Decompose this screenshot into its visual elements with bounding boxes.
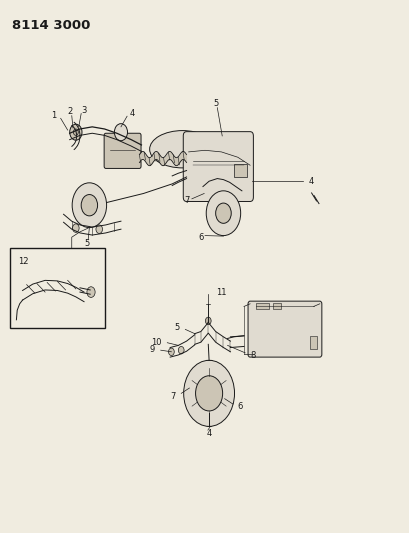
Text: 6: 6 (198, 233, 203, 241)
Text: 1: 1 (51, 111, 56, 120)
Circle shape (178, 346, 184, 354)
Bar (256, 303, 268, 309)
Text: 4: 4 (129, 109, 134, 118)
Text: 9: 9 (149, 345, 155, 354)
Text: 2: 2 (67, 108, 72, 116)
Circle shape (195, 376, 222, 411)
Circle shape (81, 195, 97, 216)
Circle shape (87, 287, 95, 297)
Text: 8: 8 (249, 351, 255, 360)
Text: 12: 12 (18, 257, 28, 266)
Circle shape (70, 124, 82, 140)
Circle shape (96, 225, 102, 233)
Bar (272, 303, 280, 309)
Text: 11: 11 (215, 288, 226, 296)
Circle shape (183, 360, 234, 426)
FancyBboxPatch shape (104, 133, 141, 168)
FancyBboxPatch shape (183, 132, 253, 201)
Text: 5: 5 (213, 99, 218, 108)
Circle shape (168, 348, 174, 356)
Text: 4: 4 (308, 177, 313, 185)
Bar (233, 164, 246, 177)
Text: 7: 7 (170, 392, 175, 400)
Bar (309, 336, 316, 349)
Text: 7: 7 (183, 196, 189, 205)
Circle shape (205, 317, 211, 325)
Ellipse shape (149, 131, 215, 168)
Text: 6: 6 (237, 402, 243, 410)
Text: 4: 4 (206, 430, 211, 438)
Circle shape (206, 191, 240, 236)
Text: 3: 3 (81, 106, 87, 115)
Bar (10, 248, 104, 328)
Circle shape (215, 203, 231, 223)
Text: 8114 3000: 8114 3000 (12, 19, 90, 31)
Circle shape (73, 129, 78, 135)
Text: 5: 5 (174, 324, 179, 332)
Circle shape (114, 124, 127, 141)
Text: 5: 5 (84, 239, 89, 247)
FancyBboxPatch shape (247, 301, 321, 357)
Circle shape (72, 224, 79, 232)
Text: 10: 10 (151, 338, 161, 346)
Circle shape (72, 183, 106, 228)
